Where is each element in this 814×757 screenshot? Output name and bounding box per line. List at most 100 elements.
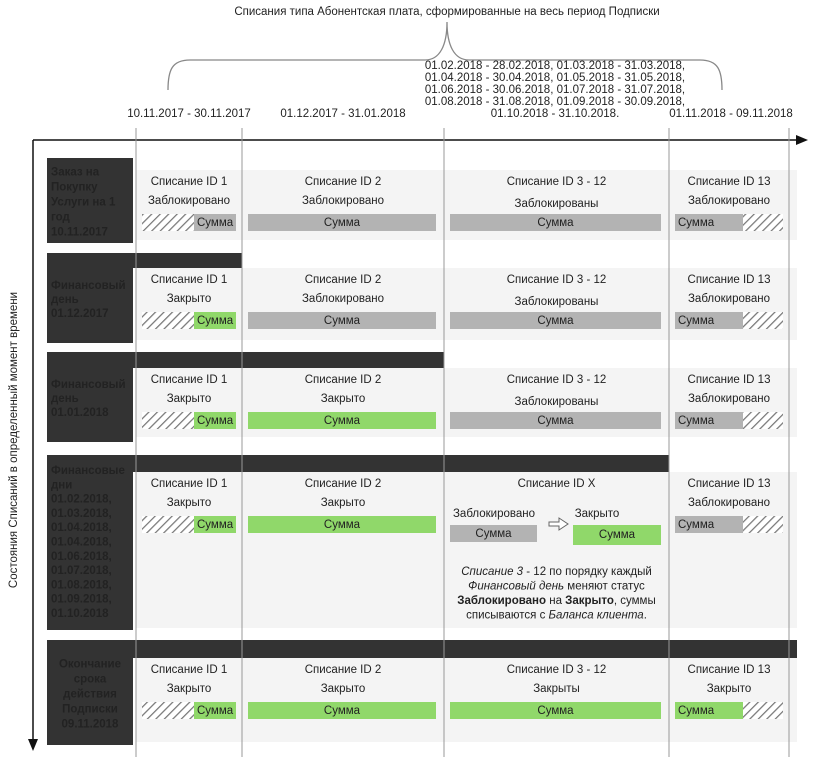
amount: Сумма [537,217,574,229]
charge-id: Списание ID 3 - 12 [507,374,607,386]
note-text: . [644,610,647,622]
charge-id: Списание ID 1 [151,478,228,490]
note-line: списываются с Баланса клиента. [466,610,647,622]
note-line: Списание 3 - 12 по порядку каждый [461,566,652,578]
charge-id: Списание ID 13 [688,664,771,676]
status: Закрыто [167,393,212,405]
amount: Сумма [197,705,234,717]
amount-bar [194,516,236,533]
note-text: Финансовый день [468,581,564,593]
note-text: на [546,595,565,607]
row-label: 01.09.2018, [51,594,112,606]
amount: Сумма [537,705,574,717]
note-text: Баланса клиента [549,610,644,622]
amount-bar [248,702,436,719]
column-header: 01.10.2018 - 31.10.2018. [491,108,620,120]
row-label: 01.04.2018, [51,522,112,534]
status: Закрыто [167,683,212,695]
status: Закрыто [167,293,212,305]
note-line: Заблокировано на Закрыто, суммы [457,595,655,607]
row-label: Окончание [59,659,121,671]
status: Закрыты [533,683,580,695]
row-label: дни [51,479,72,491]
row-label: 01.12.2017 [51,308,109,320]
note-text: Списание 3 [461,566,523,578]
status: Закрыто [707,683,752,695]
hatch [142,214,194,231]
amount-bar [248,312,436,329]
time-axis [28,135,808,751]
status: Заблокировано [688,393,770,405]
note-text: меняют статус [564,581,645,593]
hatch [142,516,194,533]
column-header: 01.12.2017 - 31.01.2018 [280,108,405,120]
row-label: Финансовые [51,465,125,477]
row-label-box [47,352,133,442]
row-label: 01.08.2018, [51,579,112,591]
amount-bar [450,525,537,542]
note-text: Закрыто [565,595,614,607]
brace [167,21,723,91]
hatch [142,412,194,429]
title: Списания типа Абонентская плата, сформир… [234,6,659,18]
row-label: Услуги на 1 [51,197,116,209]
row-band [136,472,797,628]
charge-id: Списание ID 13 [688,176,771,188]
row-band [136,658,797,742]
column-header: 01.04.2018 - 30.04.2018, 01.05.2018 - 31… [425,72,685,84]
row-label: 01.07.2018, [51,565,112,577]
amount: Сумма [537,315,574,327]
charge-id: Списание ID 1 [151,274,228,286]
transition-arrow [548,517,569,531]
amount-bar [675,516,743,533]
row-label-box [47,455,133,630]
row-label: день [51,294,79,306]
status: Заблокировано [302,293,384,305]
row-label-box [47,640,133,745]
note-text: списываются с [466,610,548,622]
column-header: 01.06.2018 - 30.06.2018, 01.07.2018 - 31… [425,84,685,96]
note-line: Финансовый день меняют статус [468,581,645,593]
row-label: 01.10.2018 [51,608,109,620]
amount-bar [194,702,236,719]
amount-bar [248,214,436,231]
charge-id: Списание ID 2 [305,478,382,490]
amount: Сумма [537,415,574,427]
row-label: Финансовый [51,379,126,391]
amount: Сумма [197,217,234,229]
charge-id: Списание ID 3 - 12 [507,664,607,676]
row-label: 09.11.2018 [62,719,120,731]
amount: Сумма [324,315,361,327]
charge-id: Списание ID X [518,478,596,490]
row-label: 01.01.2018 [51,407,109,419]
charge-id: Списание ID 2 [305,176,382,188]
hatch [743,516,783,533]
column-header: 01.08.2018 - 31.08.2018, 01.09.2018 - 30… [425,96,685,108]
status: Заблокировано [302,195,384,207]
row-bar [47,640,797,658]
amount: Сумма [324,705,361,717]
note-text: - 12 по порядку каждый [523,566,652,578]
charge-id: Списание ID 1 [151,664,228,676]
row-label: 10.11.2017 [51,227,108,239]
amount-bar [248,516,436,533]
amount: Сумма [324,415,361,427]
amount-bar [573,525,661,545]
charge-id: Списание ID 1 [151,374,228,386]
row-bar [47,455,669,472]
charge-id: Списание ID 13 [688,478,771,490]
hatch [743,702,783,719]
amount-bar [675,312,743,329]
note-text: , суммы [614,595,656,607]
status: Заблокированы [515,198,599,210]
charge-id: Списание ID 13 [688,374,771,386]
row-label-box [47,253,133,343]
row-label: год [51,212,71,224]
amount: Сумма [197,315,234,327]
row-label: 01.06.2018, [51,551,112,563]
amount: Сумма [197,415,234,427]
row-label: 01.04.2018, [51,537,112,549]
column-header: 01.11.2018 - 09.11.2018 [669,108,793,120]
amount-bar [675,214,743,231]
